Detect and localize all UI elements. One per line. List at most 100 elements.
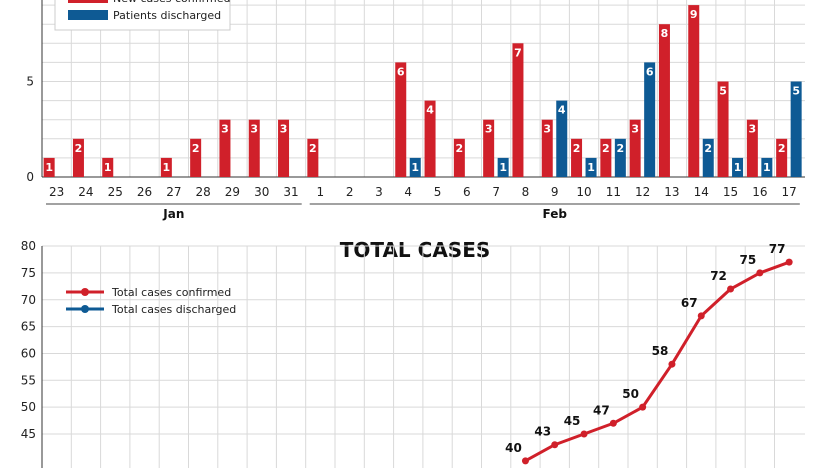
bar-value-label: 1: [499, 161, 507, 174]
bar-value-label: 1: [163, 161, 171, 174]
data-point: [697, 312, 705, 320]
bar-value-label: 3: [280, 123, 288, 136]
y-tick-label: 75: [21, 266, 36, 280]
bar-value-label: 2: [778, 142, 786, 155]
bar-value-label: 2: [704, 142, 712, 155]
x-tick-label: 17: [782, 185, 797, 199]
bar-new-cases: [571, 138, 583, 177]
bar-new-cases: [219, 119, 231, 177]
bar-new-cases: [512, 43, 524, 177]
y-tick-label: 5: [26, 75, 34, 89]
data-point: [521, 457, 529, 465]
x-tick-label: 29: [225, 185, 240, 199]
data-label: 45: [564, 414, 581, 428]
data-label: 43: [534, 425, 551, 439]
bar-new-cases: [248, 119, 260, 177]
data-label: 77: [769, 242, 786, 256]
x-tick-label: 24: [78, 185, 93, 199]
total-cases-line-chart: TOTAL CASES 45 50 55 60 65 70 75 80 40 43 45 47 50 58…: [21, 238, 805, 468]
x-tick-label: 7: [492, 185, 500, 199]
bar-value-label: 6: [646, 65, 654, 78]
x-tick-label: 13: [664, 185, 679, 199]
bar-value-label: 2: [192, 142, 200, 155]
bar-discharged: [497, 157, 509, 177]
data-point: [668, 360, 676, 368]
legend-swatch: [68, 0, 108, 3]
month-label: Feb: [543, 207, 568, 221]
bar-discharged: [761, 157, 773, 177]
data-label: 40: [505, 441, 522, 455]
month-label: Jan: [162, 207, 184, 221]
line-legend: Total cases confirmed Total cases dischar…: [66, 286, 236, 316]
bar-value-label: 9: [690, 8, 698, 21]
bar-new-cases: [746, 119, 758, 177]
data-point: [785, 258, 793, 266]
x-tick-label: 15: [723, 185, 738, 199]
bar-discharged: [556, 100, 568, 177]
total-confirmed-line: [524, 260, 790, 463]
bar-value-label: 1: [104, 161, 112, 174]
bar-value-label: 6: [397, 65, 405, 78]
x-tick-label: 12: [635, 185, 650, 199]
y-tick-label: 50: [21, 400, 36, 414]
data-label: 50: [622, 387, 639, 401]
legend-label: Total cases discharged: [111, 303, 236, 316]
bar-new-cases: [629, 119, 641, 177]
bar-new-cases: [717, 81, 729, 177]
bar-value-label: 1: [587, 161, 595, 174]
bar-new-cases: [776, 138, 788, 177]
bar-discharged: [790, 81, 802, 177]
x-tick-label: 4: [404, 185, 412, 199]
bar-value-label: 3: [749, 123, 757, 136]
bar-new-cases: [541, 119, 553, 177]
bar-value-label: 2: [617, 142, 625, 155]
bar-new-cases: [424, 100, 436, 177]
bar-new-cases: [483, 119, 495, 177]
bar-value-label: 2: [573, 142, 581, 155]
bar-value-label: 8: [661, 27, 669, 40]
x-tick-label: 23: [49, 185, 64, 199]
data-point: [727, 285, 735, 293]
y-tick-label: 70: [21, 293, 36, 307]
data-label: 58: [652, 344, 669, 358]
legend-marker: [81, 288, 89, 296]
bar-value-label: 7: [514, 46, 522, 59]
bar-discharged: [644, 62, 656, 177]
bar-new-cases: [72, 138, 84, 177]
bar-value-label: 4: [426, 104, 434, 117]
bar-discharged: [732, 157, 744, 177]
bar-new-cases: [688, 5, 700, 177]
y-tick-label: 45: [21, 427, 36, 441]
legend-label: New cases confirmed: [113, 0, 230, 5]
x-tick-label: 1: [317, 185, 325, 199]
bar-new-cases: [453, 138, 465, 177]
bar-discharged: [702, 138, 714, 177]
bar-value-label: 2: [309, 142, 317, 155]
x-tick-label: 9: [551, 185, 559, 199]
x-tick-label: 5: [434, 185, 442, 199]
x-tick-label: 31: [283, 185, 298, 199]
bar-value-label: 1: [45, 161, 53, 174]
bar-new-cases: [278, 119, 290, 177]
data-point: [756, 269, 764, 277]
y-tick-label: 0: [26, 170, 34, 184]
legend-marker: [81, 305, 89, 313]
data-point: [609, 419, 617, 427]
legend-label: Patients discharged: [113, 9, 221, 22]
data-point: [639, 403, 647, 411]
bar-value-label: 4: [558, 104, 566, 117]
x-tick-label: 28: [196, 185, 211, 199]
bar-discharged: [585, 157, 597, 177]
bar-value-label: 2: [602, 142, 610, 155]
x-tick-label: 30: [254, 185, 269, 199]
bar-new-cases: [160, 157, 172, 177]
bar-discharged: [409, 157, 421, 177]
bar-new-cases: [600, 138, 612, 177]
bar-value-label: 3: [485, 123, 493, 136]
data-label: 72: [710, 269, 727, 283]
bar-legend: New cases confirmed Patients discharged: [54, 0, 231, 31]
bar-new-cases: [43, 157, 55, 177]
data-point: [580, 430, 588, 438]
